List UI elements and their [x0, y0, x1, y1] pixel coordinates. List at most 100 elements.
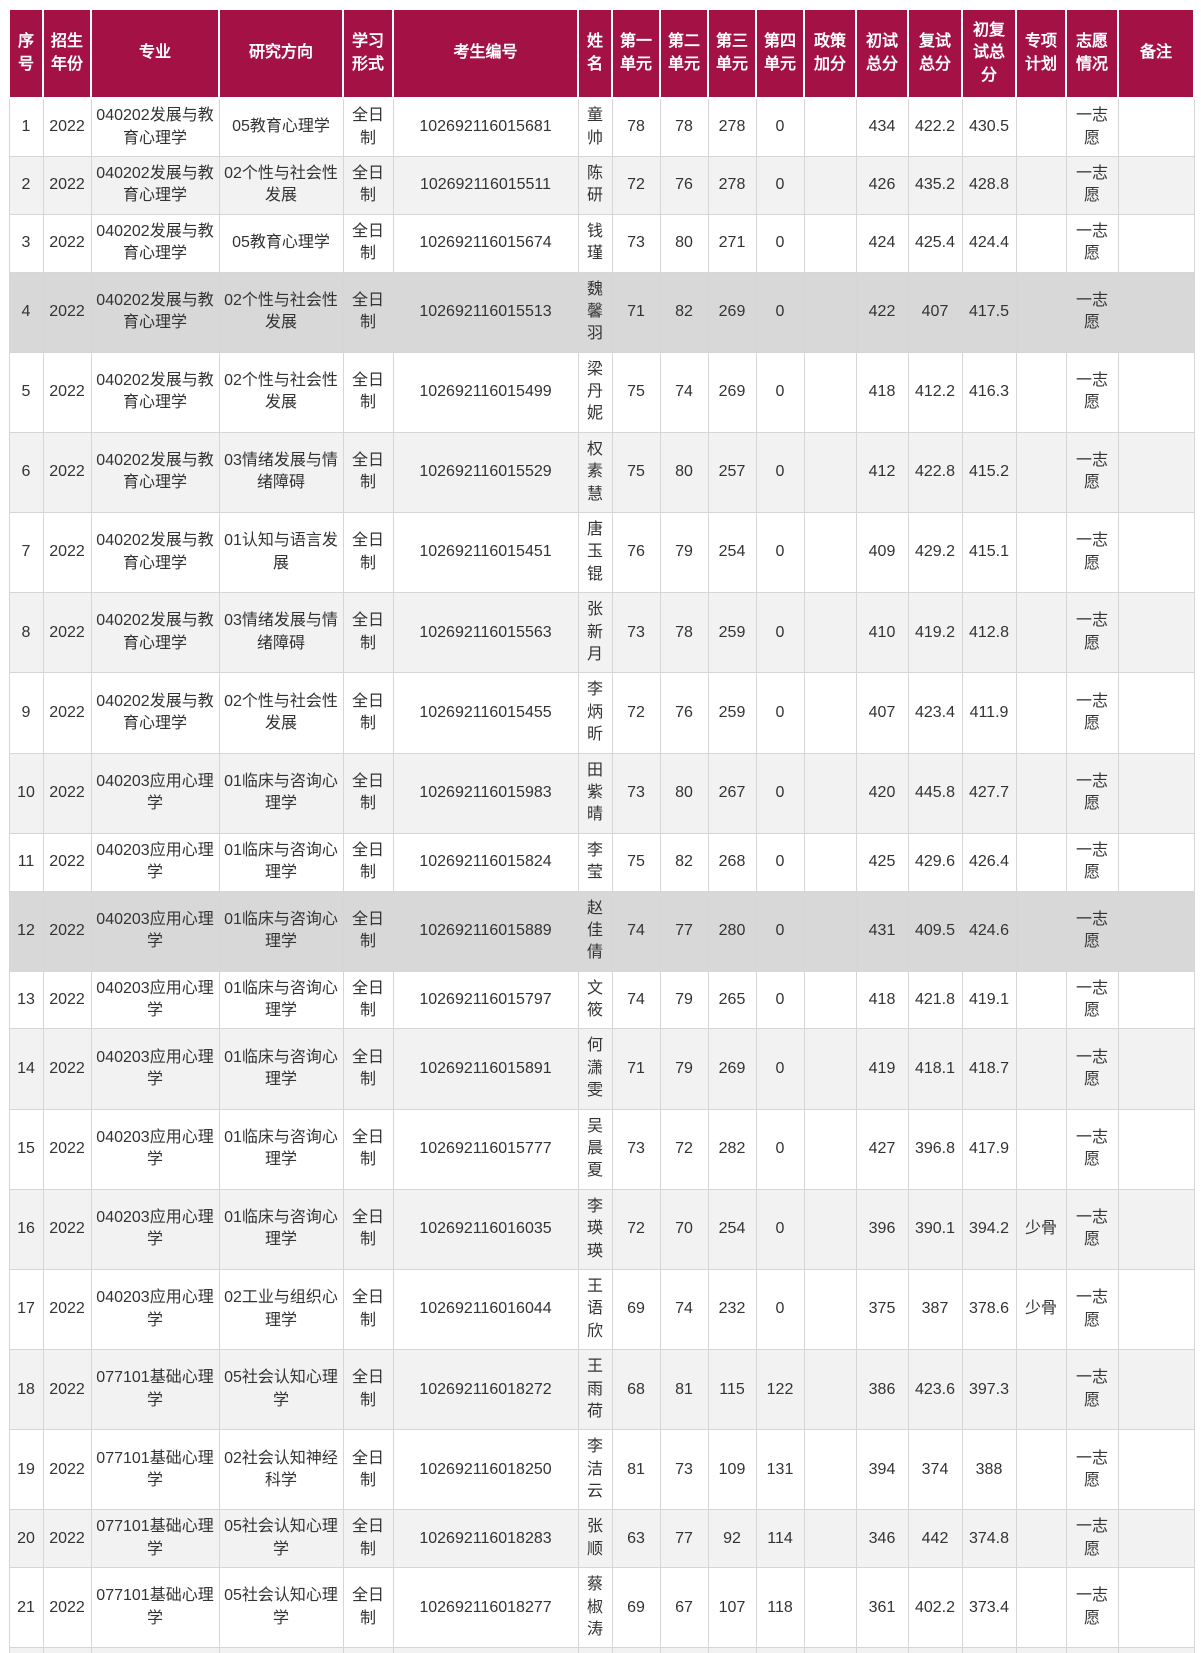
cell-special_plan: 少骨	[1015, 1268, 1067, 1351]
cell-name: 梁丹妮	[577, 351, 613, 433]
table-row[interactable]: 15 2022 040203应用心理学 01临床与咨询心理学 全日制 1026921160…	[8, 1108, 1195, 1190]
table-row[interactable]: 17 2022 040203应用心理学 02工业与组织心理学 全日制 1026921160…	[8, 1268, 1195, 1351]
cell-unit1: 75	[611, 832, 661, 892]
cell-remark	[1117, 213, 1195, 273]
table-row[interactable]: 10 2022 040203应用心理学 01临床与咨询心理学 全日制 1026921160…	[8, 752, 1195, 834]
cell-combined_total: 388	[961, 1429, 1017, 1511]
cell-remark	[1117, 97, 1195, 157]
table-row[interactable]: 6 2022 040202发展与教育心理学 03情绪发展与情绪障碍 全日制 1026921…	[8, 431, 1195, 514]
cell-combined_total: 416.3	[961, 351, 1017, 433]
cell-retest_total: 445.8	[907, 752, 963, 834]
cell-special_plan	[1015, 512, 1067, 594]
cell-candidate_no: 102692116015451	[392, 512, 579, 594]
table-row[interactable]: 8 2022 040202发展与教育心理学 03情绪发展与情绪障碍 全日制 1026921…	[8, 592, 1195, 674]
cell-no: 7	[8, 512, 44, 594]
cell-year: 2022	[42, 431, 92, 514]
cell-initial_total: 346	[855, 1509, 909, 1569]
cell-name: 赵佳倩	[577, 890, 613, 972]
cell-volunteer	[1065, 1647, 1119, 1653]
cell-remark	[1117, 1188, 1195, 1270]
cell-no: 5	[8, 351, 44, 433]
cell-remark	[1117, 155, 1195, 215]
cell-candidate_no: 102692116015513	[392, 271, 579, 353]
cell-mode: 全日制	[342, 970, 394, 1030]
cell-initial_total: 396	[855, 1188, 909, 1270]
cell-unit2: 80	[659, 213, 709, 273]
cell-major: 040203应用心理学	[90, 832, 220, 892]
table-row[interactable]: 7 2022 040202发展与教育心理学 01认知与语言发展 全日制 102692116…	[8, 512, 1195, 594]
table-row[interactable]: 11 2022 040203应用心理学 01临床与咨询心理学 全日制 1026921160…	[8, 832, 1195, 892]
table-row[interactable]: 1 2022 040202发展与教育心理学 05教育心理学 全日制 10269211601…	[8, 97, 1195, 157]
table-row[interactable]: 3 2022 040202发展与教育心理学 05教育心理学 全日制 10269211601…	[8, 213, 1195, 273]
table-row[interactable]: 2 2022 040202发展与教育心理学 02个性与社会性发展 全日制 10269211…	[8, 155, 1195, 215]
cell-name: 唐玉锟	[577, 512, 613, 594]
cell-mode: 全日制	[342, 155, 394, 215]
cell-remark	[1117, 1108, 1195, 1190]
table-row[interactable]: 12 2022 040203应用心理学 01临床与咨询心理学 全日制 1026921160…	[8, 890, 1195, 972]
cell-mode: 全日制	[342, 97, 394, 157]
cell-unit3: 269	[707, 1028, 757, 1110]
cell-year: 2022	[42, 672, 92, 754]
cell-direction: 02个性与社会性发展	[218, 155, 344, 215]
cell-unit1: 75	[611, 351, 661, 433]
cell-retest_total: 422.8	[907, 431, 963, 514]
table-row[interactable]	[8, 1647, 1195, 1653]
table-row[interactable]: 4 2022 040202发展与教育心理学 02个性与社会性发展 全日制 10269211…	[8, 271, 1195, 353]
cell-unit3: 254	[707, 1188, 757, 1270]
cell-volunteer: 一志愿	[1065, 1349, 1119, 1431]
table-row[interactable]: 20 2022 077101基础心理学 05社会认知心理学 全日制 10269211601…	[8, 1509, 1195, 1569]
table-row[interactable]: 14 2022 040203应用心理学 01临床与咨询心理学 全日制 1026921160…	[8, 1028, 1195, 1110]
cell-direction: 01临床与咨询心理学	[218, 1108, 344, 1190]
cell-mode: 全日制	[342, 213, 394, 273]
table-row[interactable]: 16 2022 040203应用心理学 01临床与咨询心理学 全日制 1026921160…	[8, 1188, 1195, 1270]
cell-unit4: 0	[755, 1188, 805, 1270]
cell-major: 040202发展与教育心理学	[90, 213, 220, 273]
cell-combined_total: 430.5	[961, 97, 1017, 157]
cell-volunteer: 一志愿	[1065, 1188, 1119, 1270]
cell-unit2: 79	[659, 1028, 709, 1110]
cell-policy_bonus	[803, 213, 857, 273]
cell-unit1: 71	[611, 1028, 661, 1110]
cell-retest_total: 429.2	[907, 512, 963, 594]
cell-initial_total: 394	[855, 1429, 909, 1511]
cell-volunteer: 一志愿	[1065, 1429, 1119, 1511]
cell-mode: 全日制	[342, 752, 394, 834]
column-header-direction: 研究方向	[218, 7, 344, 100]
cell-major: 040202发展与教育心理学	[90, 592, 220, 674]
cell-combined_total	[961, 1647, 1017, 1653]
cell-initial_total: 425	[855, 832, 909, 892]
table-row[interactable]: 21 2022 077101基础心理学 05社会认知心理学 全日制 10269211601…	[8, 1567, 1195, 1649]
cell-mode: 全日制	[342, 1567, 394, 1649]
cell-direction: 03情绪发展与情绪障碍	[218, 431, 344, 514]
cell-remark	[1117, 970, 1195, 1030]
column-header-unit3: 第三单元	[707, 7, 757, 100]
table-row[interactable]: 5 2022 040202发展与教育心理学 02个性与社会性发展 全日制 10269211…	[8, 351, 1195, 433]
cell-year: 2022	[42, 832, 92, 892]
cell-no: 16	[8, 1188, 44, 1270]
cell-direction: 02个性与社会性发展	[218, 672, 344, 754]
cell-unit3: 267	[707, 752, 757, 834]
table-row[interactable]: 13 2022 040203应用心理学 01临床与咨询心理学 全日制 1026921160…	[8, 970, 1195, 1030]
cell-retest_total: 418.1	[907, 1028, 963, 1110]
cell-retest_total: 402.2	[907, 1567, 963, 1649]
cell-candidate_no: 102692116018272	[392, 1349, 579, 1431]
cell-remark	[1117, 752, 1195, 834]
cell-special_plan	[1015, 97, 1067, 157]
table-row[interactable]: 9 2022 040202发展与教育心理学 02个性与社会性发展 全日制 10269211…	[8, 672, 1195, 754]
cell-volunteer: 一志愿	[1065, 271, 1119, 353]
cell-policy_bonus	[803, 271, 857, 353]
cell-initial_total: 361	[855, 1567, 909, 1649]
cell-unit3: 269	[707, 271, 757, 353]
table-row[interactable]: 19 2022 077101基础心理学 02社会认知神经科学 全日制 1026921160…	[8, 1429, 1195, 1511]
cell-volunteer: 一志愿	[1065, 155, 1119, 215]
cell-special_plan	[1015, 970, 1067, 1030]
cell-year: 2022	[42, 1188, 92, 1270]
cell-no: 6	[8, 431, 44, 514]
cell-name: 张顺	[577, 1509, 613, 1569]
cell-mode: 全日制	[342, 890, 394, 972]
cell-volunteer: 一志愿	[1065, 890, 1119, 972]
cell-remark	[1117, 1567, 1195, 1649]
table-row[interactable]: 18 2022 077101基础心理学 05社会认知心理学 全日制 10269211601…	[8, 1349, 1195, 1431]
cell-name: 王语欣	[577, 1268, 613, 1351]
cell-year: 2022	[42, 890, 92, 972]
